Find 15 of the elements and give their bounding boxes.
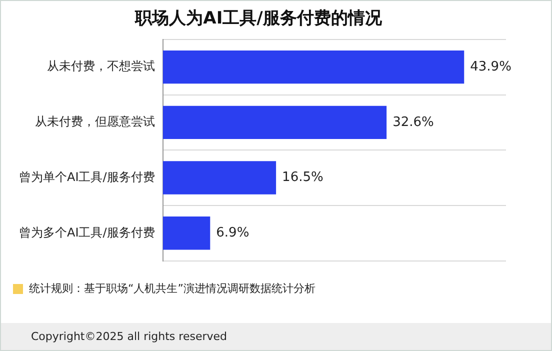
text: Copyright©2025 all rights reserved: [1, 323, 551, 350]
y-tick-label: 从未付费，不想尝试: [46, 59, 155, 74]
bar: [162, 50, 464, 84]
data-label: 43.9%: [470, 59, 512, 74]
y-tick-label: 曾为多个AI工具/服务付费: [18, 225, 155, 240]
data-label: 16.5%: [282, 170, 324, 186]
text: 统计规则：基于职场“人机共生”演进情况调研数据统计分析: [29, 281, 316, 296]
chart-title: 职场人为AI工具/服务付费的情况: [134, 8, 383, 29]
bar: [162, 106, 387, 140]
y-tick-label: 曾为单个AI工具/服务付费: [18, 170, 155, 184]
bar: [162, 161, 276, 194]
y-tick-label: 从未付费，但愿意尝试: [34, 114, 155, 129]
data-label: 6.9%: [216, 226, 250, 240]
data-label: 32.6%: [392, 114, 434, 130]
bar: [162, 216, 210, 250]
